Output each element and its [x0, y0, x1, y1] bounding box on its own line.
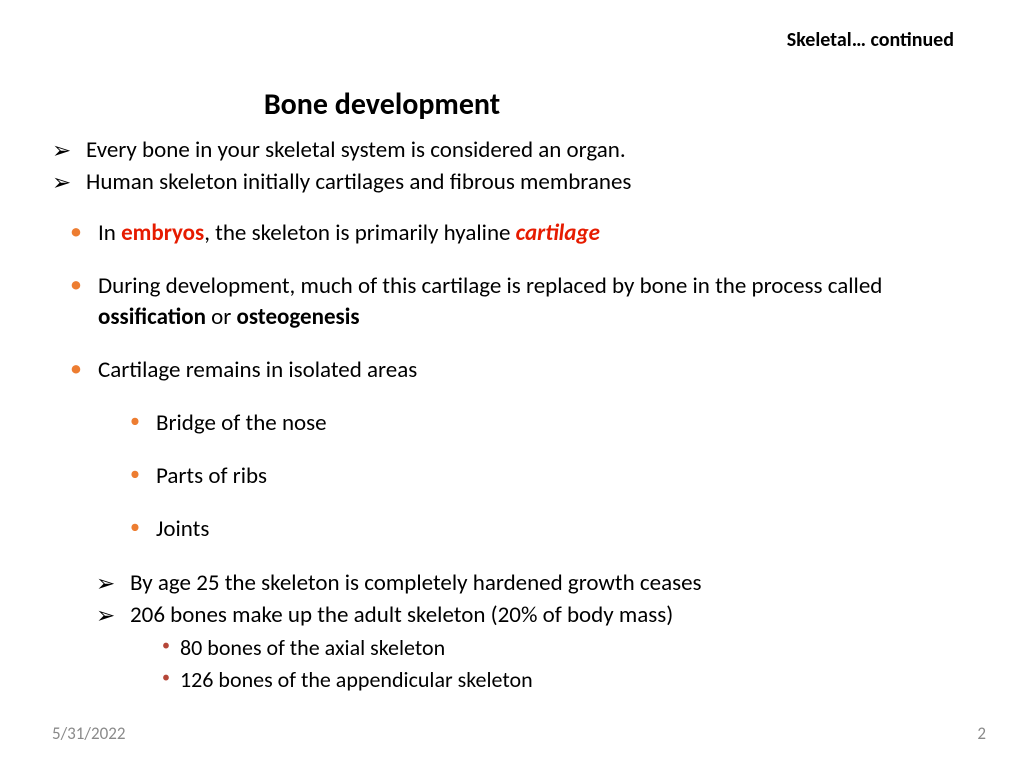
sub-bullet-1: • Bridge of the nose: [130, 408, 964, 439]
bullet-icon: •: [130, 408, 156, 435]
closing-arrow-2: ➢ 206 bones make up the adult skeleton (…: [96, 601, 964, 631]
content-area: ➢ Every bone in your skeletal system is …: [52, 136, 964, 694]
bullet-icon: •: [162, 665, 180, 691]
sub-bullet-3: • Joints: [130, 514, 964, 545]
tiny-bullet-1: • 80 bones of the axial skeleton: [162, 633, 964, 663]
tiny-bullet-1-text: 80 bones of the axial skeleton: [180, 633, 445, 663]
arrow-icon: ➢: [52, 168, 86, 198]
intro-text-2: Human skeleton initially cartilages and …: [86, 168, 631, 198]
bullet-2: • During development, much of this carti…: [70, 271, 964, 333]
closing-block: ➢ By age 25 the skeleton is completely h…: [96, 569, 964, 631]
bullet-icon: •: [70, 218, 98, 247]
bold-osteogenesis: osteogenesis: [236, 303, 359, 331]
bullet-icon: •: [70, 271, 98, 300]
tiny-bullet-2: • 126 bones of the appendicular skeleton: [162, 665, 964, 695]
intro-arrow-2: ➢ Human skeleton initially cartilages an…: [52, 168, 964, 198]
closing-arrow-1: ➢ By age 25 the skeleton is completely h…: [96, 569, 964, 599]
sub-bullet-2: • Parts of ribs: [130, 461, 964, 492]
bullet-1-text: In embryos, the skeleton is primarily hy…: [98, 218, 600, 249]
text-fragment: During development, much of this cartila…: [98, 272, 882, 300]
sub-bullet-2-text: Parts of ribs: [156, 461, 267, 492]
text-fragment: or: [206, 303, 237, 331]
bullet-icon: •: [130, 461, 156, 488]
bullet-icon: •: [130, 514, 156, 541]
bullet-1: • In embryos, the skeleton is primarily …: [70, 218, 964, 249]
emphasis-embryos: embryos: [121, 219, 204, 247]
bullet-icon: •: [162, 633, 180, 659]
bullet-3: • Cartilage remains in isolated areas: [70, 355, 964, 386]
arrow-icon: ➢: [52, 136, 86, 166]
bold-ossification: ossification: [98, 303, 206, 331]
footer-date: 5/31/2022: [52, 723, 125, 744]
footer-page-number: 2: [977, 723, 986, 744]
closing-text-1: By age 25 the skeleton is completely har…: [130, 569, 702, 599]
text-fragment: , the skeleton is primarily hyaline: [204, 219, 515, 247]
arrow-icon: ➢: [96, 569, 130, 599]
tiny-bullet-2-text: 126 bones of the appendicular skeleton: [180, 665, 533, 695]
text-fragment: In: [98, 219, 121, 247]
bullet-2-text: During development, much of this cartila…: [98, 271, 964, 333]
arrow-icon: ➢: [96, 601, 130, 631]
emphasis-cartilage: cartilage: [516, 219, 600, 247]
header-label: Skeletal… continued: [787, 28, 954, 52]
sub-bullet-3-text: Joints: [156, 514, 209, 545]
intro-text-1: Every bone in your skeletal system is co…: [86, 136, 626, 166]
bullet-icon: •: [70, 355, 98, 384]
closing-text-2: 206 bones make up the adult skeleton (20…: [130, 601, 673, 631]
bullet-3-text: Cartilage remains in isolated areas: [98, 355, 417, 386]
slide-title: Bone development: [0, 86, 1024, 123]
sub-bullet-1-text: Bridge of the nose: [156, 408, 327, 439]
intro-arrow-1: ➢ Every bone in your skeletal system is …: [52, 136, 964, 166]
